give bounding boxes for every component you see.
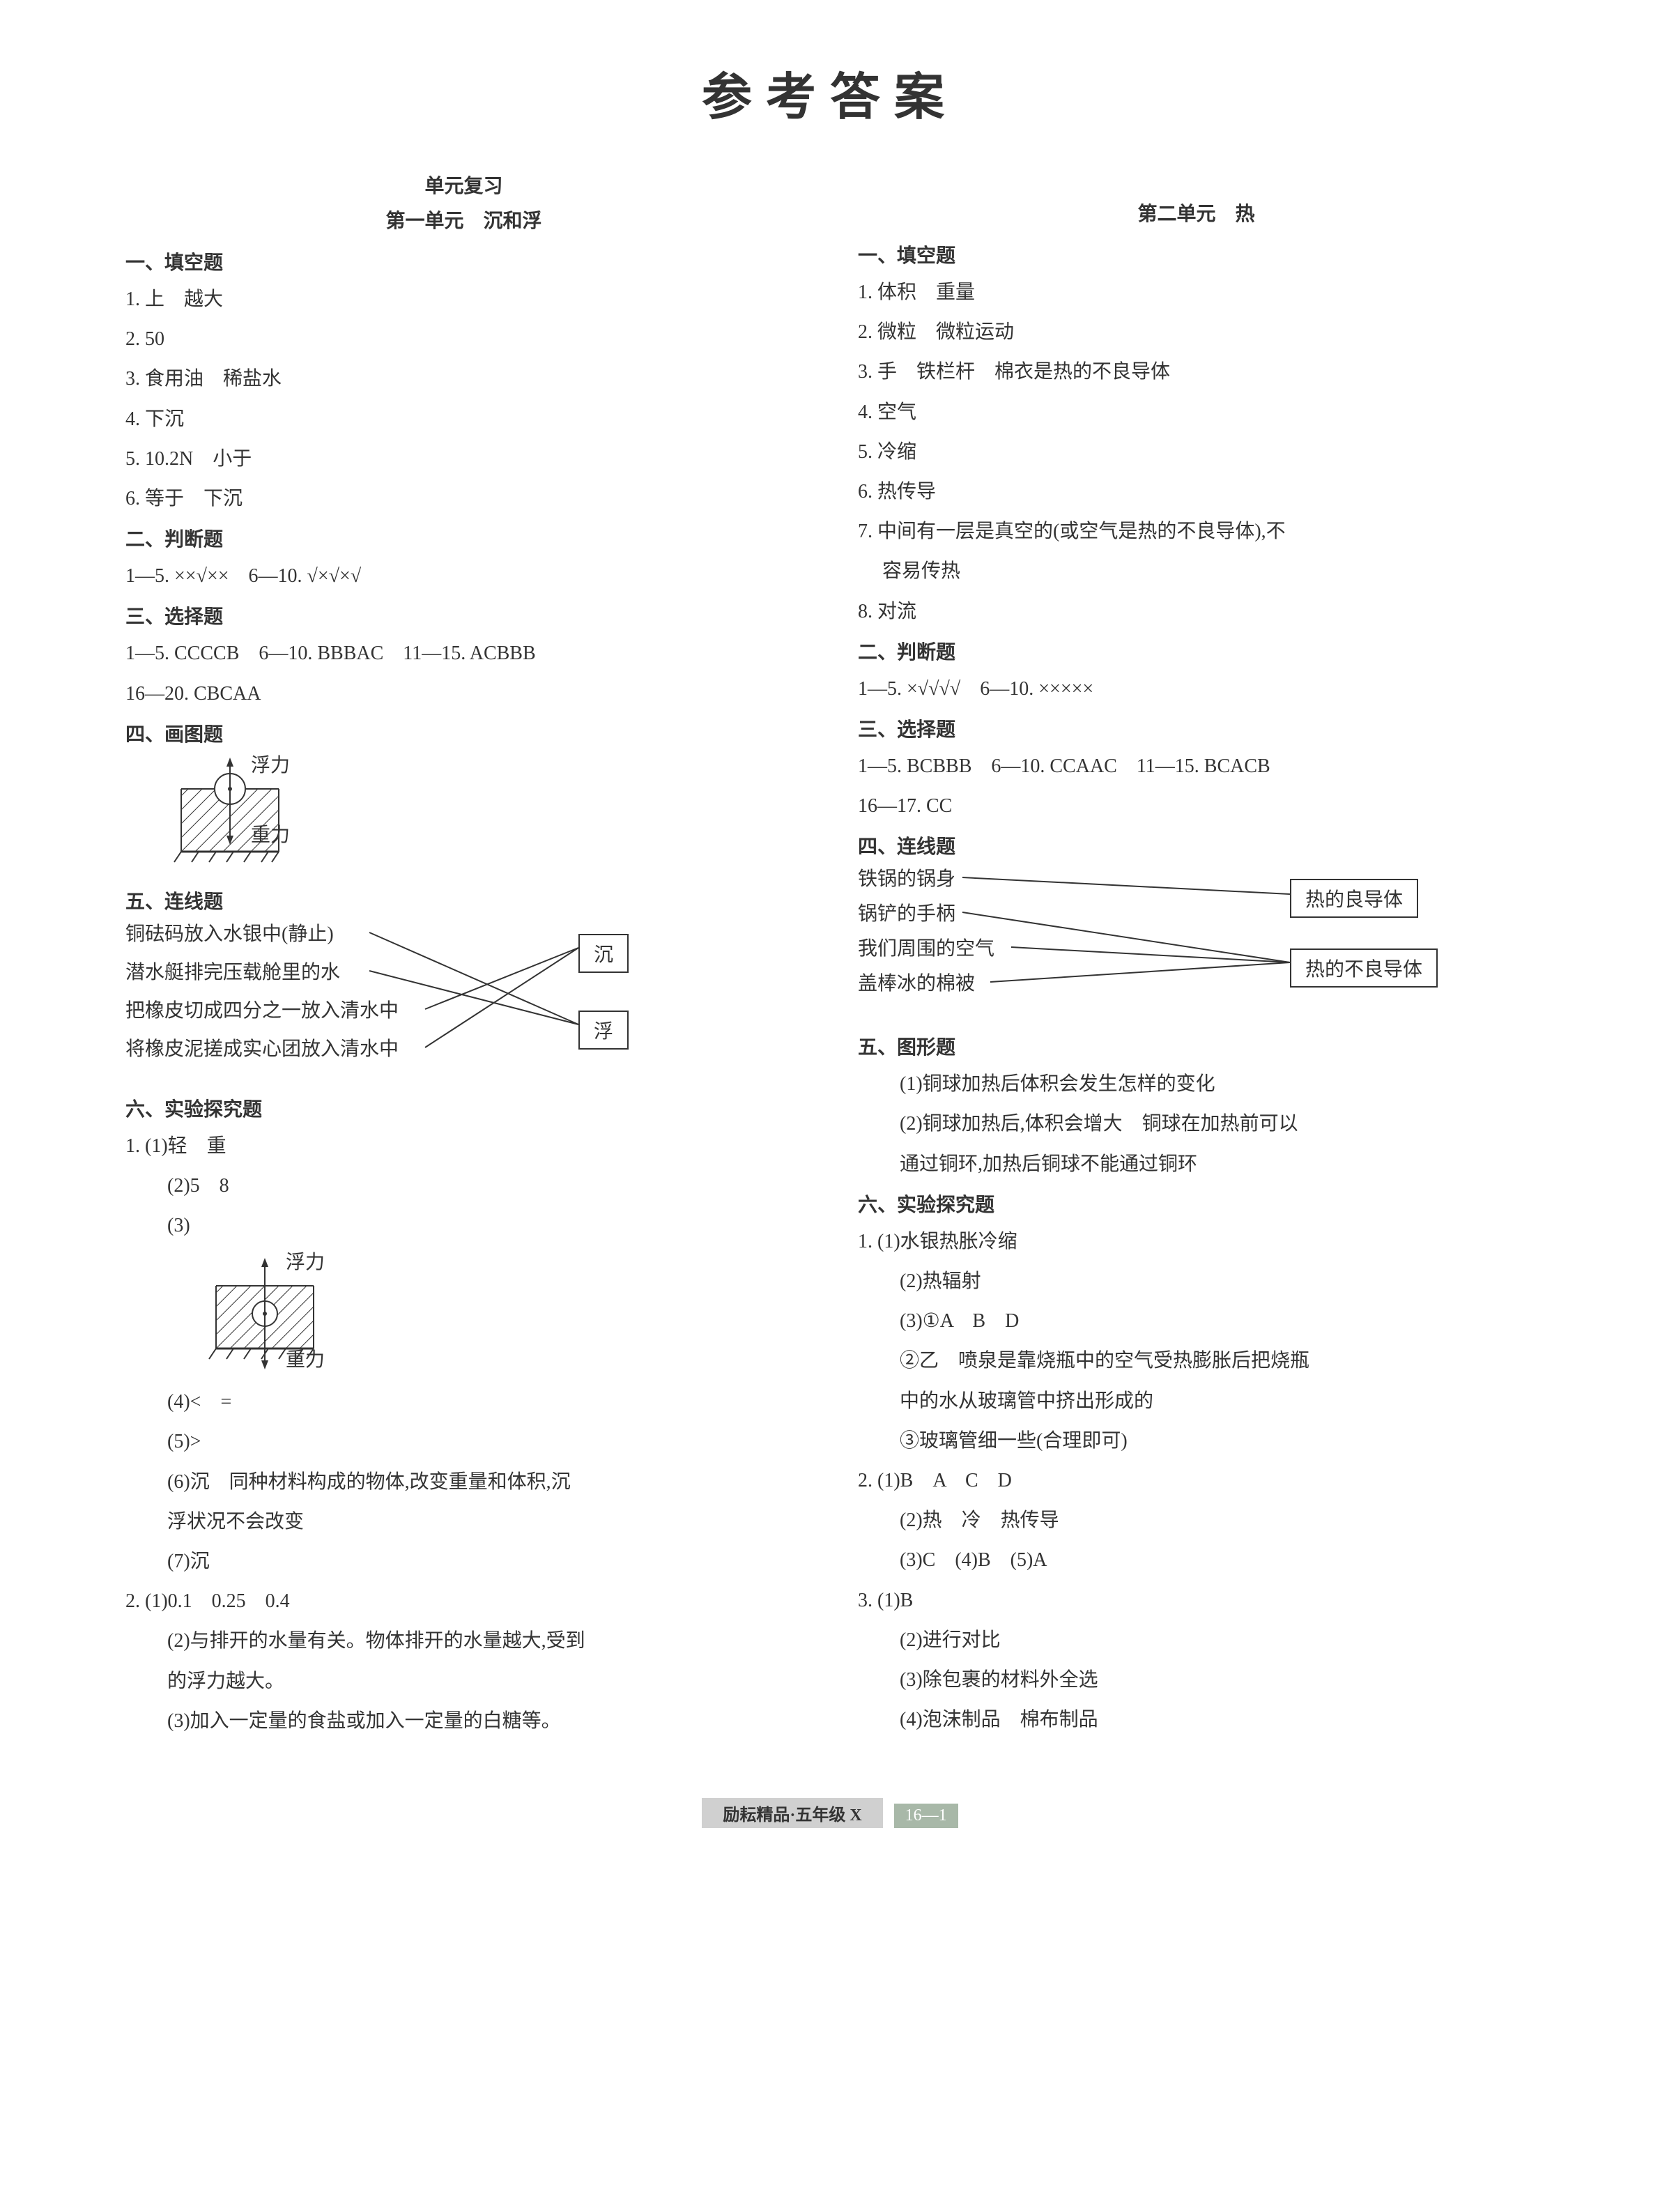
exp-line: (3): [125, 1207, 802, 1244]
match-label: 浮: [578, 1011, 629, 1050]
svg-text:浮力: 浮力: [286, 1251, 325, 1273]
section-1-header: 一、填空题: [125, 247, 802, 275]
exp-line: (3)除包裹的材料外全选: [858, 1661, 1535, 1698]
exp-line: (7)沉: [125, 1543, 802, 1580]
exp-line: (2)热 冷 热传导: [858, 1502, 1535, 1539]
choice-line: 1—5. CCCCB 6—10. BBBAC 11—15. ACBBB: [125, 635, 802, 672]
fill-item: 4. 空气: [858, 394, 1535, 431]
choice-line: 1—5. BCBBB 6—10. CCAAC 11—15. BCACB: [858, 748, 1535, 785]
match-label: 热的不良导体: [1290, 948, 1438, 988]
match-item: 盖棒冰的棉被: [858, 969, 975, 999]
match-label: 沉: [578, 934, 629, 973]
match-item: 把橡皮切成四分之一放入清水中: [125, 997, 399, 1026]
section-4-header: 四、画图题: [125, 719, 802, 747]
match-item: 铁锅的锅身: [858, 865, 955, 894]
match-label: 热的良导体: [1290, 879, 1418, 918]
match-item: 我们周围的空气: [858, 935, 994, 964]
gravity-label: 重力: [251, 824, 290, 846]
force-diagram-2: 浮力 重力: [202, 1251, 802, 1376]
fill-item: 1. 上 越大: [125, 281, 802, 318]
graphic-line: (1)铜球加热后体积会发生怎样的变化: [858, 1066, 1535, 1103]
exp-line: (3)C (4)B (5)A: [858, 1542, 1535, 1579]
exp-line: (4)泡沫制品 棉布制品: [858, 1701, 1535, 1738]
force-diagram-svg: 浮力 重力: [202, 1251, 383, 1376]
fill-item: 3. 食用油 稀盐水: [125, 360, 802, 397]
section-1-header: 一、填空题: [858, 240, 1535, 268]
section-6-header: 六、实验探究题: [125, 1094, 802, 1122]
footer-page: 16—1: [894, 1804, 958, 1828]
exp-line: (3)加入一定量的食盐或加入一定量的白糖等。: [125, 1703, 802, 1739]
match-item: 潜水艇排完压载舱里的水: [125, 958, 340, 988]
force-diagram-1: 浮力 重力: [167, 754, 802, 880]
exp-line: 浮状况不会改变: [125, 1503, 802, 1540]
fill-item: 5. 冷缩: [858, 433, 1535, 470]
page-title: 参考答案: [125, 56, 1535, 129]
graphic-line: (2)铜球加热后,体积会增大 铜球在加热前可以: [858, 1105, 1535, 1142]
match-item: 铜砝码放入水银中(静止): [125, 920, 334, 949]
fill-item: 6. 等于 下沉: [125, 480, 802, 517]
exp-line: (2)与排开的水量有关。物体排开的水量越大,受到: [125, 1622, 802, 1659]
matching-diagram-1: 铜砝码放入水银中(静止) 潜水艇排完压载舱里的水 把橡皮切成四分之一放入清水中 …: [125, 920, 802, 1087]
match-item: 锅铲的手柄: [858, 900, 955, 929]
exp-line: ②乙 喷泉是靠烧瓶中的空气受热膨胀后把烧瓶: [858, 1342, 1535, 1379]
fill-item: 5. 10.2N 小于: [125, 440, 802, 477]
exp-line: (2)进行对比: [858, 1622, 1535, 1659]
fill-item: 4. 下沉: [125, 401, 802, 438]
exp-line: (4)< =: [125, 1383, 802, 1420]
judge-line: 1—5. ×√√√√ 6—10. ×××××: [858, 670, 1535, 707]
section-4-header: 四、连线题: [858, 831, 1535, 859]
exp-line: (2)5 8: [125, 1167, 802, 1204]
exp-line: 3. (1)B: [858, 1582, 1535, 1619]
choice-line: 16—20. CBCAA: [125, 675, 802, 712]
exp-line: 的浮力越大。: [125, 1663, 802, 1700]
fill-item: 容易传热: [858, 553, 1535, 590]
fill-item: 6. 热传导: [858, 473, 1535, 510]
exp-line: 1. (1)轻 重: [125, 1128, 802, 1165]
exp-line: 2. (1)0.1 0.25 0.4: [125, 1583, 802, 1620]
force-diagram-svg: 浮力 重力: [167, 754, 348, 880]
section-3-header: 三、选择题: [858, 714, 1535, 742]
section-3-header: 三、选择题: [125, 601, 802, 629]
section-5-header: 五、图形题: [858, 1032, 1535, 1060]
page-footer: 励耘精品·五年级 X 16—1: [125, 1798, 1535, 1828]
fill-item: 3. 手 铁栏杆 棉衣是热的不良导体: [858, 353, 1535, 390]
fill-item: 7. 中间有一层是真空的(或空气是热的不良导体),不: [858, 513, 1535, 550]
left-column: 单元复习 第一单元 沉和浮 一、填空题 1. 上 越大 2. 50 3. 食用油…: [125, 171, 802, 1742]
exp-line: 1. (1)水银热胀冷缩: [858, 1223, 1535, 1260]
svg-text:重力: 重力: [286, 1349, 325, 1371]
exp-line: (2)热辐射: [858, 1263, 1535, 1300]
buoyancy-label: 浮力: [251, 754, 290, 776]
fill-item: 2. 微粒 微粒运动: [858, 314, 1535, 351]
exp-line: ③玻璃管细一些(合理即可): [858, 1422, 1535, 1459]
fill-item: 8. 对流: [858, 593, 1535, 630]
review-label: 单元复习: [125, 171, 802, 199]
right-column: 第二单元 热 一、填空题 1. 体积 重量 2. 微粒 微粒运动 3. 手 铁栏…: [858, 171, 1535, 1742]
judge-line: 1—5. ××√×× 6—10. √×√×√: [125, 558, 802, 594]
section-6-header: 六、实验探究题: [858, 1190, 1535, 1218]
exp-line: (5)>: [125, 1423, 802, 1460]
fill-item: 2. 50: [125, 321, 802, 358]
footer-text: 励耘精品·五年级 X: [702, 1798, 882, 1828]
section-2-header: 二、判断题: [858, 637, 1535, 665]
unit2-title: 第二单元 热: [858, 199, 1535, 226]
graphic-line: 通过铜环,加热后铜球不能通过铜环: [858, 1146, 1535, 1183]
unit1-title: 第一单元 沉和浮: [125, 206, 802, 233]
exp-line: (6)沉 同种材料构成的物体,改变重量和体积,沉: [125, 1464, 802, 1500]
fill-item: 1. 体积 重量: [858, 274, 1535, 311]
choice-line: 16—17. CC: [858, 788, 1535, 824]
content-columns: 单元复习 第一单元 沉和浮 一、填空题 1. 上 越大 2. 50 3. 食用油…: [125, 171, 1535, 1742]
matching-diagram-2: 铁锅的锅身 锅铲的手柄 我们周围的空气 盖棒冰的棉被 热的良导体 热的不良导体: [858, 865, 1535, 1025]
match-item: 将橡皮泥搓成实心团放入清水中: [125, 1035, 399, 1064]
exp-line: 中的水从玻璃管中挤出形成的: [858, 1383, 1535, 1420]
section-2-header: 二、判断题: [125, 524, 802, 552]
exp-line: (3)①A B D: [858, 1303, 1535, 1339]
section-5-header: 五、连线题: [125, 886, 802, 914]
exp-line: 2. (1)B A C D: [858, 1462, 1535, 1499]
